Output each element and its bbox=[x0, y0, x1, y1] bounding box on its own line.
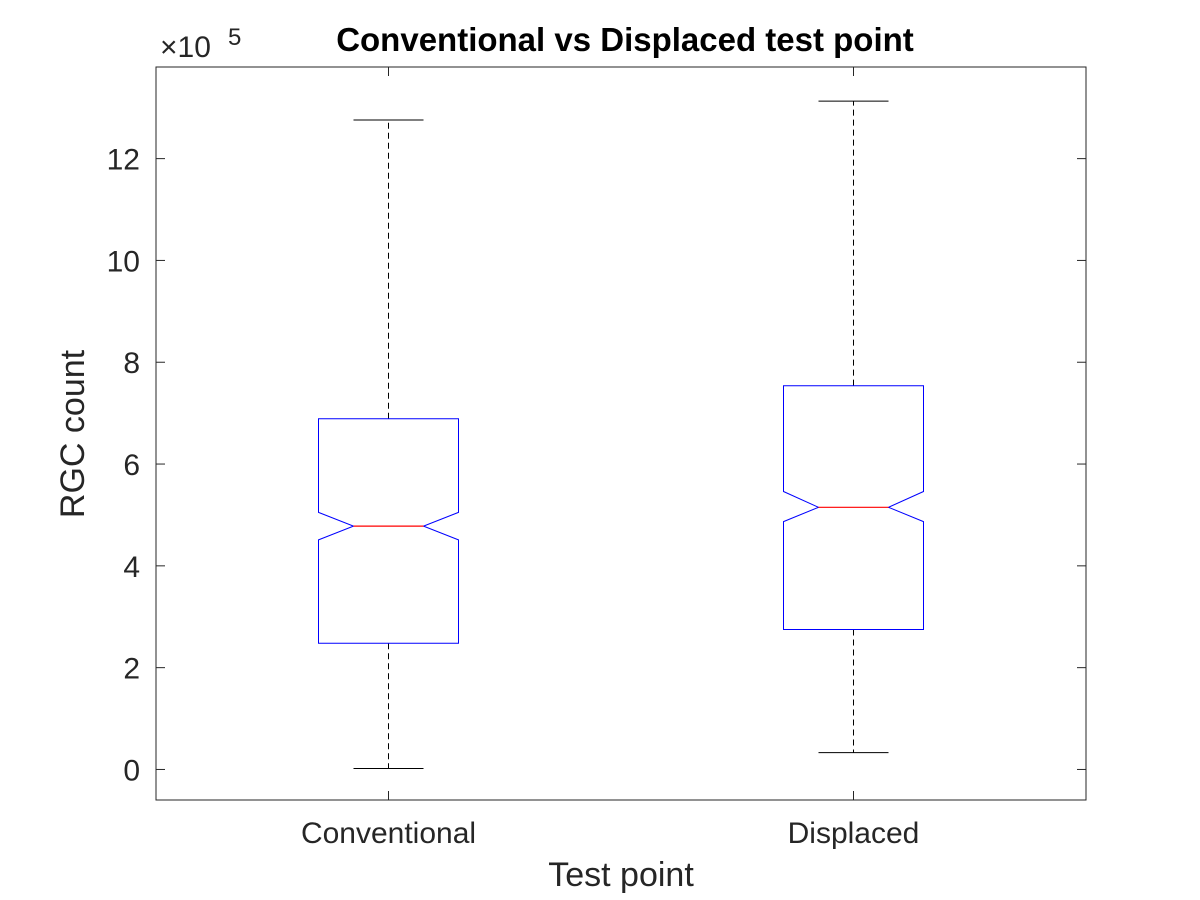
y-exponent-label: ×10 bbox=[160, 31, 211, 64]
y-tick-label: 2 bbox=[123, 653, 140, 686]
box-group-conventional bbox=[318, 119, 459, 769]
y-tick-label: 0 bbox=[123, 754, 140, 787]
y-axis-label: RGC count bbox=[54, 349, 92, 518]
y-tick-label: 8 bbox=[123, 347, 140, 380]
notched-box bbox=[783, 385, 924, 630]
x-axis-label: Test point bbox=[548, 856, 694, 894]
y-axis-ticks: 0 2 4 6 8 10 12 bbox=[107, 144, 1086, 787]
y-tick-label: 4 bbox=[123, 551, 140, 584]
notched-box bbox=[318, 418, 459, 644]
plot-layer bbox=[318, 100, 924, 769]
y-tick-label: 6 bbox=[123, 449, 140, 482]
x-tick-label: Displaced bbox=[788, 817, 920, 850]
x-tick-label: Conventional bbox=[301, 817, 476, 850]
box-group-displaced bbox=[783, 100, 924, 754]
x-axis-ticks: Conventional Displaced bbox=[301, 67, 919, 850]
y-exponent-power: 5 bbox=[228, 24, 241, 51]
y-tick-label: 10 bbox=[107, 245, 140, 278]
y-tick-label: 12 bbox=[107, 144, 140, 177]
chart-title: Conventional vs Displaced test point bbox=[336, 21, 914, 58]
axes-frame bbox=[155, 66, 1087, 801]
